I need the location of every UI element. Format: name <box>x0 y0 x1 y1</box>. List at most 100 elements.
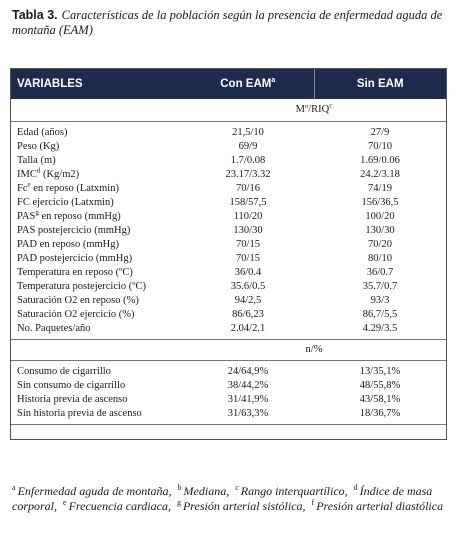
cell-text: 24/64,9% <box>227 366 269 377</box>
data-row: Sin consumo de cigarrillo 38/44,2% 48/55,8… <box>11 379 446 393</box>
cell <box>11 339 182 361</box>
cell-text: 70/16 <box>236 183 260 194</box>
cell-text: 1.69/0.06 <box>360 155 400 166</box>
data-row: Temperatura en reposo (ºC) 36/0.4 36/0.7 <box>11 266 446 280</box>
footnote-mark: b <box>177 483 182 492</box>
cell-text: (Kg/m2) <box>40 169 80 180</box>
data-row: PASg en reposo (mmHg) 110/20 100/20 <box>11 208 446 224</box>
data-row: Peso (Kg) 69/9 70/10 <box>11 140 446 154</box>
cell-text: 70/10 <box>368 141 392 152</box>
cell-text: 158/57,5 <box>229 197 267 208</box>
footnotes: a Enfermedad aguda de montaña, b Mediana, … <box>12 484 452 514</box>
cell-text: Talla (m) <box>17 155 56 166</box>
cell: 36/0.4 <box>182 266 314 280</box>
cell-text: PAS postejercicio (mmHg) <box>17 225 131 236</box>
cell-text: 31/41,9% <box>227 394 269 405</box>
cell: 35.7/0.7 <box>314 280 446 294</box>
row-label: Consumo de cigarrillo <box>11 361 182 380</box>
cell: 23.17/3.32 <box>182 168 314 182</box>
cell: 43/58,1% <box>314 393 446 407</box>
footnote: e Frecuencia cardiaca, <box>63 499 171 514</box>
subheader-cell: n/% <box>182 339 446 361</box>
footnote-mark: c <box>235 483 239 492</box>
cell-text: Saturación O2 ejercicio (%) <box>17 309 135 320</box>
footnote-mark: d <box>353 483 358 492</box>
row-label: IMCd (Kg/m2) <box>11 166 182 182</box>
cell-text: 70/15 <box>236 239 260 250</box>
cell: 21,5/10 <box>182 122 314 141</box>
cell: 158/57,5 <box>182 196 314 210</box>
table-caption: Tabla 3. Características de la población … <box>12 8 447 38</box>
cell: 2.04/2.1 <box>182 322 314 340</box>
row-label: Edad (años) <box>11 122 182 141</box>
table-box: VARIABLES Con EAMa Sin EAM Mº/RIQc Edad (año… <box>10 68 447 440</box>
footnote: g Presión arterial sistólica, <box>176 498 306 514</box>
cell-text: Fc <box>17 183 28 194</box>
superscript: c <box>329 101 333 110</box>
footnote-text: Enfermedad aguda de montaña, <box>17 484 172 498</box>
row-label: PAD postejercicio (mmHg) <box>11 252 182 266</box>
cell-text: n/% <box>305 344 323 355</box>
cell-text: Mº/RIQ <box>295 104 330 115</box>
subheader-cell: Mº/RIQc <box>182 99 446 122</box>
row-label: Fce en reposo (Latxmin) <box>11 181 182 196</box>
cell-text: 4.29/3.5 <box>362 323 398 334</box>
cell-text: Consumo de cigarrillo <box>17 366 111 377</box>
header-cell: VARIABLES <box>11 69 182 99</box>
row-label: FC ejercicio (Latxmin) <box>11 196 182 210</box>
cell-text: 70/20 <box>368 239 392 250</box>
data-row: PAD en reposo (mmHg) 70/15 70/20 <box>11 238 446 252</box>
cell-text: FC ejercicio (Latxmin) <box>17 197 114 208</box>
data-row: Edad (años) 21,5/10 27/9 <box>11 122 446 141</box>
cell-text: 35.7/0.7 <box>362 281 398 292</box>
cell-text: PAS <box>17 211 36 222</box>
cell: 86/6,23 <box>182 308 314 322</box>
row-label: Sin consumo de cigarrillo <box>11 379 182 393</box>
superscript: g <box>35 208 39 217</box>
footnote: c Rango interquartílico, <box>235 483 347 499</box>
cell: 70/15 <box>182 252 314 266</box>
cell-text: 43/58,1% <box>359 394 401 405</box>
row-label: PAD en reposo (mmHg) <box>11 238 182 252</box>
cell: 70/16 <box>182 182 314 196</box>
superscript: d <box>36 166 41 175</box>
cell-text: 27/9 <box>370 127 390 138</box>
cell-text: 31/63,3% <box>227 408 269 419</box>
cell: 86,7/5,5 <box>314 308 446 322</box>
cell-text: 70/15 <box>236 253 260 264</box>
cell: 48/55,8% <box>314 379 446 393</box>
footnote: b Mediana, <box>177 483 230 499</box>
data-row: Saturación O2 ejercicio (%) 86/6,23 86,7/5… <box>11 308 446 322</box>
data-row: IMCd (Kg/m2) 23.17/3.32 24.2/3.18 <box>11 166 446 182</box>
footnote-text: Presión arterial diastólica <box>316 499 444 513</box>
footnote-text: Frecuencia cardiaca, <box>68 499 171 513</box>
row-label: Sin historia previa de ascenso <box>11 407 182 425</box>
cell-text: 1.7/0.08 <box>230 155 266 166</box>
footnote-mark: g <box>176 498 181 507</box>
cell-text: VARIABLES <box>17 78 83 90</box>
cell: 1.7/0.08 <box>182 154 314 168</box>
cell-text: Temperatura postejercicio (ºC) <box>17 281 147 292</box>
cell-text: Sin consumo de cigarrillo <box>17 380 126 391</box>
cell: 24/64,9% <box>182 361 314 380</box>
cell: 94/2,5 <box>182 294 314 308</box>
cell-text: 130/30 <box>365 225 395 236</box>
data-table: VARIABLES Con EAMa Sin EAM Mº/RIQc Edad (año… <box>11 69 446 425</box>
cell-text: 2.04/2.1 <box>230 323 266 334</box>
cell: 18/36,7% <box>314 407 446 425</box>
cell-text: Sin historia previa de ascenso <box>17 408 142 419</box>
data-row: Fce en reposo (Latxmin) 70/16 74/19 <box>11 181 446 196</box>
cell-text: 36/0.4 <box>234 267 262 278</box>
row-label: Temperatura en reposo (ºC) <box>11 266 182 280</box>
cell-text: 80/10 <box>368 253 392 264</box>
header-cell: Sin EAM <box>314 69 446 99</box>
footnote: f Presión arterial diastólica <box>312 499 444 514</box>
cell-text: Saturación O2 en reposo (%) <box>17 295 139 306</box>
cell-text: IMC <box>17 169 37 180</box>
cell: 35.6/0.5 <box>182 280 314 294</box>
cell-text: Sin EAM <box>356 78 404 90</box>
cell: 80/10 <box>314 252 446 266</box>
cell-text: 69/9 <box>238 141 258 152</box>
cell: 31/63,3% <box>182 407 314 425</box>
row-label: Talla (m) <box>11 154 182 168</box>
